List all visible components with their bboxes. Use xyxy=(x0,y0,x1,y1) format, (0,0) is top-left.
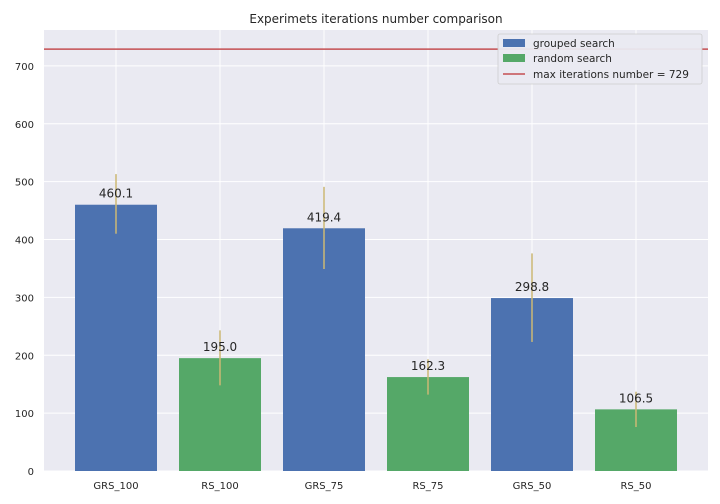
y-tick-label: 500 xyxy=(15,178,34,189)
y-tick-label: 100 xyxy=(15,409,34,420)
y-tick-label: 300 xyxy=(15,293,34,304)
y-tick-label: 400 xyxy=(15,236,34,247)
x-tick-label: RS_100 xyxy=(201,481,238,492)
chart-title: Experimets iterations number comparison xyxy=(249,12,502,26)
data-label-GRS_50: 298.8 xyxy=(515,280,549,294)
x-tick-label: RS_50 xyxy=(620,481,651,492)
y-axis-ticks: 0 100 200 300 400 500 600 700 xyxy=(15,62,34,478)
error-bars xyxy=(115,174,637,428)
data-label-RS_75: 162.3 xyxy=(411,359,445,373)
x-axis-ticks: GRS_100 RS_100 GRS_75 RS_75 GRS_50 RS_50 xyxy=(93,481,651,492)
y-tick-label: 700 xyxy=(15,62,34,73)
y-tick-label: 0 xyxy=(28,467,34,478)
data-label-GRS_100: 460.1 xyxy=(99,187,133,201)
data-labels: 460.1 195.0 419.4 162.3 298.8 106.5 xyxy=(99,187,653,406)
data-label-GRS_75: 419.4 xyxy=(307,210,341,224)
y-tick-label: 200 xyxy=(15,351,34,362)
data-label-RS_50: 106.5 xyxy=(619,391,653,405)
legend: grouped search random search max iterati… xyxy=(497,33,703,85)
bar-GRS_100 xyxy=(75,204,157,471)
x-tick-label: RS_75 xyxy=(412,481,443,492)
y-tick-label: 600 xyxy=(15,120,34,131)
legend-label-reference: max iterations number = 729 xyxy=(533,69,689,81)
data-label-RS_100: 195.0 xyxy=(203,340,237,354)
legend-label-random: random search xyxy=(533,53,612,65)
x-tick-label: GRS_100 xyxy=(93,481,138,492)
legend-swatch-random xyxy=(503,54,525,62)
legend-label-grouped: grouped search xyxy=(533,38,615,50)
legend-box xyxy=(497,33,703,85)
x-tick-label: GRS_50 xyxy=(513,481,552,492)
legend-swatch-grouped xyxy=(503,39,525,47)
x-tick-label: GRS_75 xyxy=(305,481,344,492)
